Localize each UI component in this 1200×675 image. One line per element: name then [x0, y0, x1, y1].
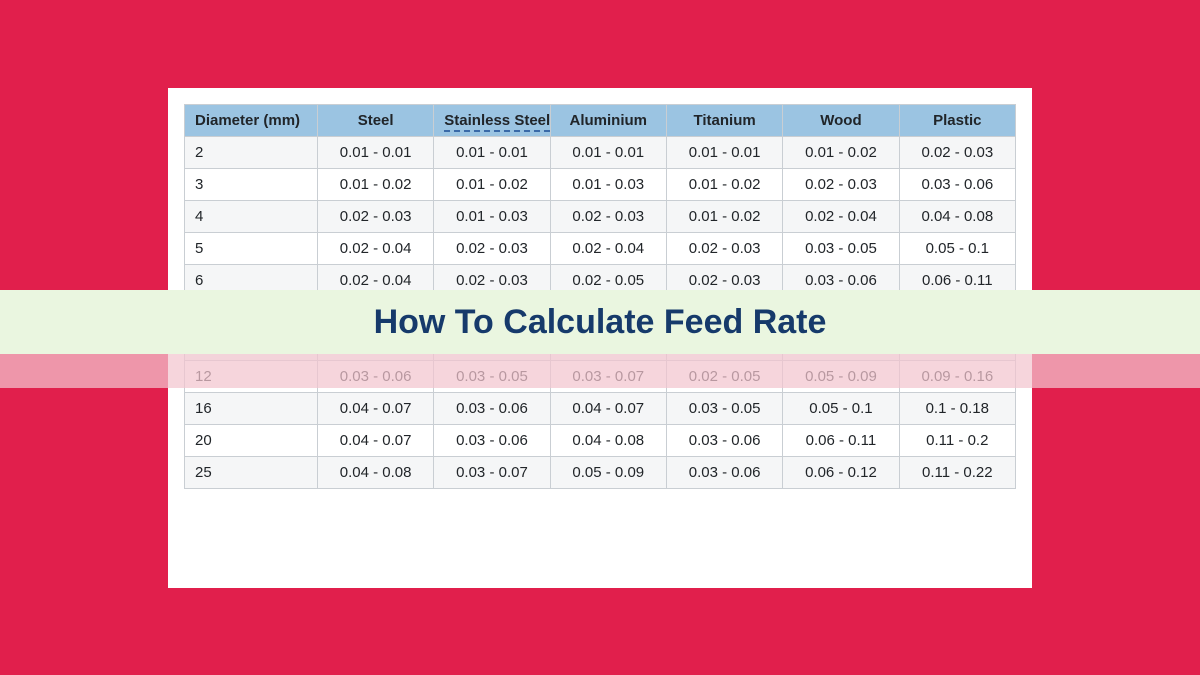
table-cell: 0.01 - 0.02: [666, 169, 782, 201]
table-cell: 0.06 - 0.11: [783, 425, 899, 457]
col-header-plastic: Plastic: [899, 105, 1015, 137]
table-cell: 0.03 - 0.06: [434, 425, 550, 457]
col-header-stainless-steel[interactable]: Stainless Steel: [434, 105, 550, 137]
table-cell: 0.02 - 0.03: [783, 169, 899, 201]
table-cell: 3: [185, 169, 318, 201]
table-cell: 2: [185, 137, 318, 169]
col-header-titanium: Titanium: [666, 105, 782, 137]
table-cell: 0.01 - 0.01: [434, 137, 550, 169]
table-cell: 5: [185, 233, 318, 265]
table-cell: 0.01 - 0.03: [434, 201, 550, 233]
table-cell: 0.11 - 0.2: [899, 425, 1015, 457]
table-row: 30.01 - 0.020.01 - 0.020.01 - 0.030.01 -…: [185, 169, 1016, 201]
table-cell: 0.01 - 0.01: [550, 137, 666, 169]
table-cell: 0.02 - 0.04: [550, 233, 666, 265]
table-cell: 0.03 - 0.06: [666, 457, 782, 489]
stainless-steel-link[interactable]: Stainless Steel: [444, 112, 550, 132]
table-cell: 0.01 - 0.01: [666, 137, 782, 169]
table-cell: 0.01 - 0.02: [666, 201, 782, 233]
table-cell: 0.04 - 0.08: [550, 425, 666, 457]
table-cell: 0.04 - 0.08: [317, 457, 433, 489]
table-cell: 0.03 - 0.06: [434, 393, 550, 425]
table-cell: 0.04 - 0.08: [899, 201, 1015, 233]
table-cell: 0.01 - 0.02: [434, 169, 550, 201]
table-cell: 0.06 - 0.12: [783, 457, 899, 489]
table-cell: 0.04 - 0.07: [317, 393, 433, 425]
table-header-row: Diameter (mm) Steel Stainless Steel Alum…: [185, 105, 1016, 137]
table-cell: 0.03 - 0.06: [899, 169, 1015, 201]
table-cell: 0.02 - 0.03: [899, 137, 1015, 169]
col-header-diameter: Diameter (mm): [185, 105, 318, 137]
table-cell: 0.02 - 0.03: [550, 201, 666, 233]
table-head: Diameter (mm) Steel Stainless Steel Alum…: [185, 105, 1016, 137]
table-cell: 0.01 - 0.02: [317, 169, 433, 201]
table-cell: 0.01 - 0.03: [550, 169, 666, 201]
col-header-wood: Wood: [783, 105, 899, 137]
table-cell: 0.05 - 0.1: [899, 233, 1015, 265]
table-cell: 16: [185, 393, 318, 425]
table-row: 160.04 - 0.070.03 - 0.060.04 - 0.070.03 …: [185, 393, 1016, 425]
table-cell: 20: [185, 425, 318, 457]
table-cell: 0.02 - 0.04: [317, 233, 433, 265]
table-cell: 0.05 - 0.09: [550, 457, 666, 489]
table-cell: 0.1 - 0.18: [899, 393, 1015, 425]
table-cell: 0.02 - 0.04: [783, 201, 899, 233]
table-cell: 0.04 - 0.07: [317, 425, 433, 457]
table-row: 50.02 - 0.040.02 - 0.030.02 - 0.040.02 -…: [185, 233, 1016, 265]
table-cell: 4: [185, 201, 318, 233]
title-band: How To Calculate Feed Rate: [0, 290, 1200, 354]
table-cell: 0.03 - 0.06: [666, 425, 782, 457]
table-cell: 0.01 - 0.02: [783, 137, 899, 169]
table-row: 20.01 - 0.010.01 - 0.010.01 - 0.010.01 -…: [185, 137, 1016, 169]
table-cell: 25: [185, 457, 318, 489]
table-cell: 0.02 - 0.03: [434, 233, 550, 265]
col-header-steel: Steel: [317, 105, 433, 137]
table-cell: 0.03 - 0.05: [783, 233, 899, 265]
col-header-aluminium: Aluminium: [550, 105, 666, 137]
table-row: 200.04 - 0.070.03 - 0.060.04 - 0.080.03 …: [185, 425, 1016, 457]
table-cell: 0.04 - 0.07: [550, 393, 666, 425]
table-cell: 0.01 - 0.01: [317, 137, 433, 169]
page-title: How To Calculate Feed Rate: [374, 303, 827, 342]
table-cell: 0.03 - 0.07: [434, 457, 550, 489]
table-cell: 0.11 - 0.22: [899, 457, 1015, 489]
table-row: 40.02 - 0.030.01 - 0.030.02 - 0.030.01 -…: [185, 201, 1016, 233]
table-cell: 0.03 - 0.05: [666, 393, 782, 425]
table-cell: 0.02 - 0.03: [317, 201, 433, 233]
table-row: 250.04 - 0.080.03 - 0.070.05 - 0.090.03 …: [185, 457, 1016, 489]
table-cell: 0.02 - 0.03: [666, 233, 782, 265]
table-cell: 0.05 - 0.1: [783, 393, 899, 425]
